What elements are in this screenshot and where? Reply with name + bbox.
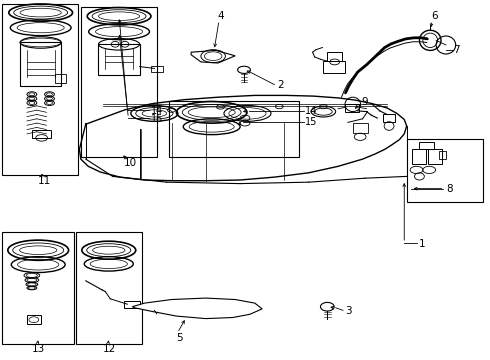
Bar — [98, 44, 140, 75]
Text: 3: 3 — [345, 306, 352, 316]
Bar — [383, 114, 395, 122]
Bar — [76, 232, 142, 344]
Text: 13: 13 — [32, 344, 45, 354]
Polygon shape — [132, 298, 262, 319]
Bar — [169, 101, 299, 157]
Text: 10: 10 — [123, 158, 137, 168]
Bar — [2, 232, 74, 344]
Bar — [407, 139, 483, 202]
Bar — [323, 61, 345, 73]
Bar — [20, 42, 61, 86]
Bar — [327, 52, 342, 61]
Text: 14: 14 — [151, 105, 163, 116]
Bar — [27, 315, 41, 324]
Text: 15: 15 — [305, 117, 317, 127]
Polygon shape — [191, 50, 235, 63]
Text: 15: 15 — [151, 114, 163, 124]
Bar — [428, 149, 442, 164]
Bar — [55, 74, 66, 83]
Bar — [412, 149, 426, 164]
Text: 5: 5 — [176, 333, 183, 343]
Text: 7: 7 — [453, 45, 460, 55]
Bar — [353, 123, 368, 133]
Text: 9: 9 — [362, 96, 368, 107]
Text: 11: 11 — [38, 176, 51, 186]
Text: 12: 12 — [103, 344, 116, 354]
Text: 14: 14 — [305, 106, 317, 116]
Bar — [124, 301, 140, 308]
Text: 6: 6 — [431, 11, 438, 21]
Text: 2: 2 — [277, 80, 284, 90]
Text: 8: 8 — [446, 184, 453, 194]
Bar — [419, 142, 434, 149]
Text: 4: 4 — [217, 11, 224, 21]
Bar — [345, 104, 359, 112]
Bar — [2, 4, 78, 175]
Text: 1: 1 — [419, 239, 426, 249]
Bar — [439, 151, 446, 159]
Bar — [32, 130, 51, 138]
Bar — [81, 7, 157, 157]
Bar — [151, 66, 163, 72]
